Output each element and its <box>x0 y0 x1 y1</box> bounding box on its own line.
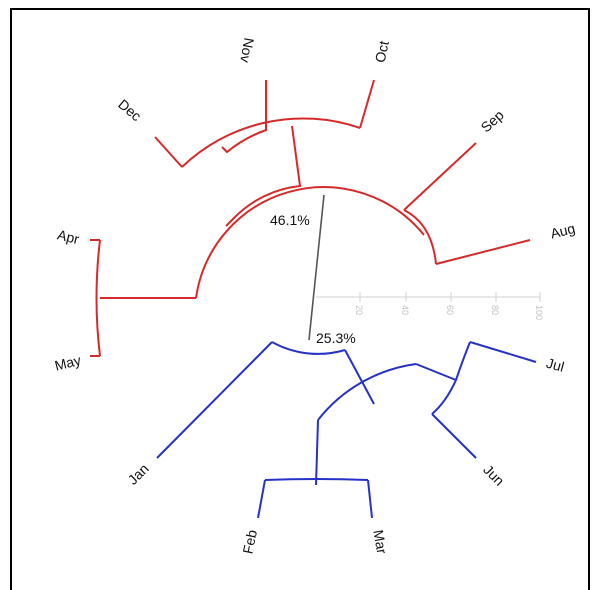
sep-aug-arc <box>403 209 437 265</box>
feb-mar-arc <box>264 478 369 481</box>
oct-leaf-line <box>359 79 375 129</box>
leaf-label-may: May <box>53 352 83 374</box>
scale-tick-label: 100 <box>534 305 544 320</box>
scale-tick-label: 60 <box>445 305 455 315</box>
upper-root-arc <box>195 186 425 299</box>
spring-stem <box>344 349 375 405</box>
autumn-branch <box>225 125 302 227</box>
summer-stem <box>415 363 457 381</box>
leaf-label-sep: Sep <box>478 107 507 136</box>
leaf-label-jan: Jan <box>124 460 151 487</box>
summer-arc <box>431 341 471 415</box>
leaf-label-feb: Feb <box>239 528 260 555</box>
upper-percent-label: 46.1% <box>270 212 310 228</box>
nov-branch <box>221 80 267 154</box>
lower-percent-label: 25.3% <box>316 330 356 346</box>
scale-axis <box>316 292 541 302</box>
leaf-label-aug: Aug <box>549 220 577 242</box>
feb-leaf-line <box>257 479 266 519</box>
autumn-arc <box>181 117 361 168</box>
leaf-label-apr: Apr <box>56 226 81 247</box>
leaf-label-mar: Mar <box>370 529 390 556</box>
leaf-label-nov: Nov <box>237 37 257 64</box>
leaf-label-oct: Oct <box>372 39 392 64</box>
mar-leaf-line <box>367 479 373 519</box>
lower-root-arc <box>271 341 346 355</box>
scale-tick-label: 80 <box>490 305 500 315</box>
upper-cluster <box>90 79 531 357</box>
root-stem <box>308 194 325 341</box>
leaf-label-jun: Jun <box>480 461 507 488</box>
feb-mar-stem <box>315 419 319 486</box>
lower-cluster <box>156 341 537 519</box>
jun-leaf-line <box>431 413 477 459</box>
jan-leaf-line <box>156 341 273 459</box>
scale-tick-label: 40 <box>400 305 410 315</box>
apr-may-arc <box>95 239 101 357</box>
sep-leaf-line <box>403 142 477 211</box>
dec-leaf-line <box>154 136 183 168</box>
jul-leaf-line <box>469 341 537 363</box>
aug-leaf-line <box>435 239 531 265</box>
spring-arc <box>317 363 417 421</box>
scale-tick-label: 20 <box>354 305 364 315</box>
leaf-label-dec: Dec <box>115 96 144 124</box>
leaf-label-jul: Jul <box>545 355 566 375</box>
